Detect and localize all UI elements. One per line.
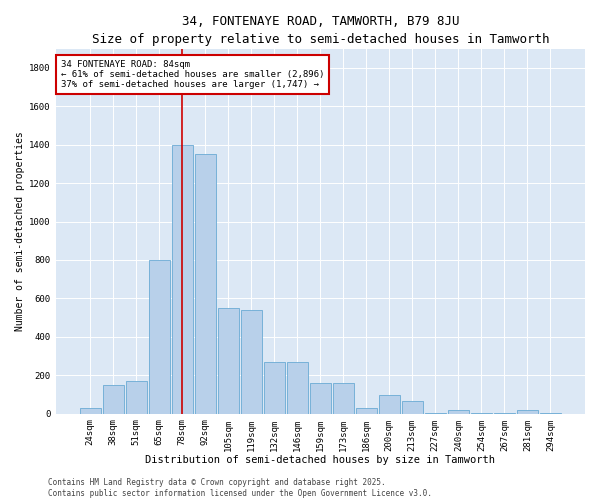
Text: Contains HM Land Registry data © Crown copyright and database right 2025.
Contai: Contains HM Land Registry data © Crown c… — [48, 478, 432, 498]
Bar — [494, 413, 515, 414]
Bar — [218, 308, 239, 414]
X-axis label: Distribution of semi-detached houses by size in Tamworth: Distribution of semi-detached houses by … — [145, 455, 495, 465]
Bar — [125, 382, 147, 414]
Bar — [425, 413, 446, 414]
Y-axis label: Number of semi-detached properties: Number of semi-detached properties — [15, 132, 25, 331]
Bar — [310, 384, 331, 414]
Bar — [172, 144, 193, 414]
Bar — [287, 362, 308, 414]
Bar — [402, 401, 423, 413]
Bar — [356, 408, 377, 414]
Bar — [540, 413, 561, 414]
Bar — [103, 386, 124, 413]
Bar — [241, 310, 262, 414]
Bar — [448, 410, 469, 414]
Bar — [379, 396, 400, 413]
Bar — [517, 410, 538, 414]
Bar — [149, 260, 170, 414]
Bar — [194, 154, 216, 414]
Bar — [80, 408, 101, 414]
Bar — [263, 362, 285, 414]
Bar — [332, 384, 354, 414]
Bar — [471, 413, 492, 414]
Title: 34, FONTENAYE ROAD, TAMWORTH, B79 8JU
Size of property relative to semi-detached: 34, FONTENAYE ROAD, TAMWORTH, B79 8JU Si… — [92, 15, 549, 46]
Text: 34 FONTENAYE ROAD: 84sqm
← 61% of semi-detached houses are smaller (2,896)
37% o: 34 FONTENAYE ROAD: 84sqm ← 61% of semi-d… — [61, 60, 324, 90]
